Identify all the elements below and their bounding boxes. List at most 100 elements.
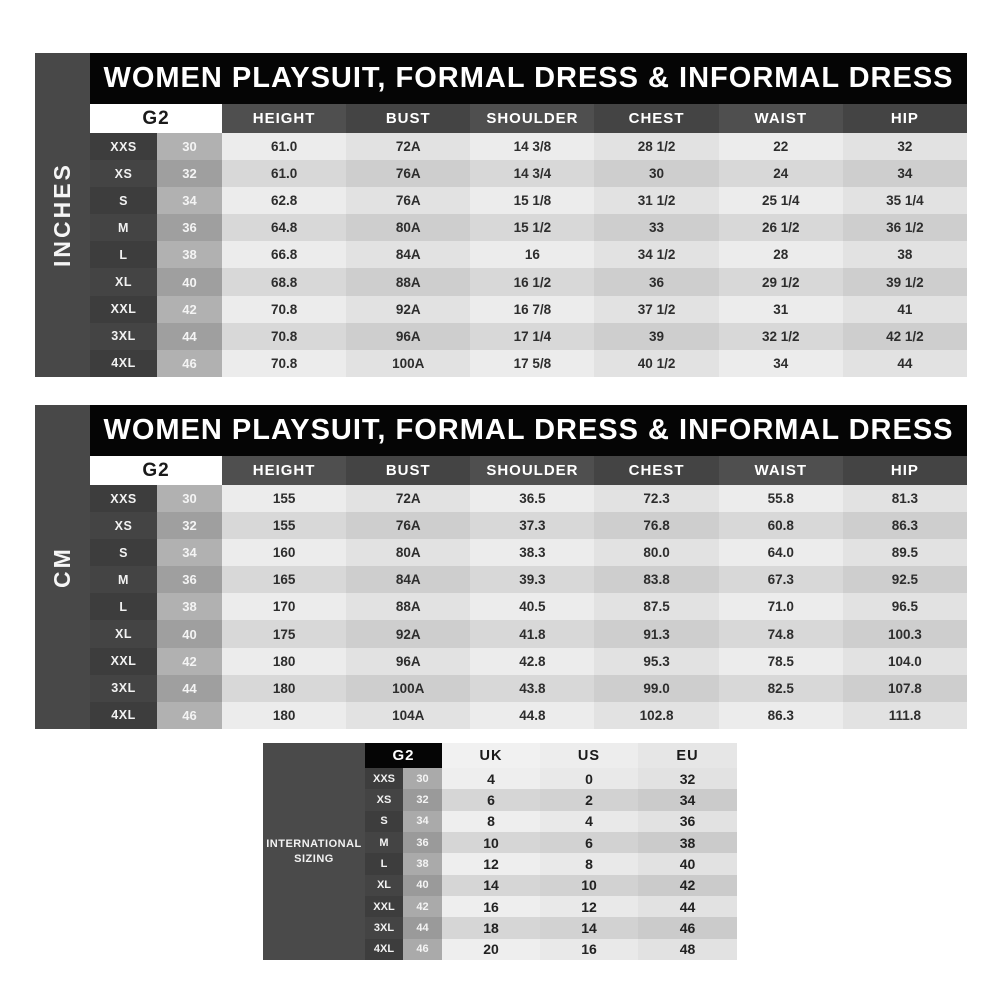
- value-cell: 180: [222, 647, 347, 675]
- value-cell: 41.8: [470, 620, 595, 648]
- g2-size-cell: 38: [157, 241, 222, 269]
- value-cell: 22: [718, 133, 843, 161]
- intl-column-header-uk: UK: [442, 743, 540, 768]
- value-cell: 15 1/2: [470, 214, 595, 242]
- unit-label-cm: CM: [35, 405, 90, 729]
- value-cell: 14 3/4: [470, 160, 595, 188]
- value-cell: 60.8: [718, 512, 843, 540]
- size-label-cell: XXL: [90, 647, 157, 675]
- g2-size-cell: 40: [157, 268, 222, 296]
- value-cell: 43.8: [470, 674, 595, 702]
- intl-value-cell: 6: [540, 832, 638, 854]
- intl-value-cell: 4: [442, 768, 540, 790]
- value-cell: 92.5: [842, 566, 967, 594]
- value-cell: 180: [222, 674, 347, 702]
- value-cell: 36: [594, 268, 719, 296]
- intl-value-cell: 8: [540, 853, 638, 875]
- value-cell: 32: [842, 133, 967, 161]
- value-cell: 84A: [346, 566, 471, 594]
- value-cell: 62.8: [222, 187, 347, 215]
- table-title-cm: WOMEN PLAYSUIT, FORMAL DRESS & INFORMAL …: [90, 405, 967, 456]
- inches-grid: G2 HEIGHT BUST SHOULDER CHEST WAIST HIP XXS 30 61…: [90, 104, 967, 377]
- size-label-cell: XL: [90, 620, 157, 648]
- value-cell: 84A: [346, 241, 471, 269]
- value-cell: 32 1/2: [718, 322, 843, 350]
- value-cell: 17 5/8: [470, 349, 595, 377]
- column-header-hip: HIP: [842, 456, 967, 485]
- intl-value-cell: 40: [638, 853, 737, 875]
- column-header-bust: BUST: [346, 456, 471, 485]
- value-cell: 37.3: [470, 512, 595, 540]
- value-cell: 104.0: [842, 647, 967, 675]
- intl-value-cell: 12: [540, 896, 638, 918]
- unit-label-inches: INCHES: [35, 53, 90, 377]
- value-cell: 107.8: [842, 674, 967, 702]
- size-label-cell: XS: [90, 160, 157, 188]
- intl-size-label-cell: XXL: [365, 896, 403, 918]
- value-cell: 92A: [346, 620, 471, 648]
- value-cell: 44: [842, 349, 967, 377]
- value-cell: 76.8: [594, 512, 719, 540]
- g2-header: G2: [90, 456, 222, 485]
- intl-value-cell: 44: [638, 896, 737, 918]
- column-header-chest: CHEST: [594, 456, 719, 485]
- column-header-bust: BUST: [346, 104, 471, 133]
- value-cell: 81.3: [842, 485, 967, 513]
- value-cell: 24: [718, 160, 843, 188]
- value-cell: 67.3: [718, 566, 843, 594]
- international-sizing-label: INTERNATIONAL SIZING: [263, 743, 365, 961]
- column-header-height: HEIGHT: [222, 456, 347, 485]
- value-cell: 34: [842, 160, 967, 188]
- value-cell: 100A: [346, 674, 471, 702]
- intl-size-label-cell: L: [365, 853, 403, 875]
- value-cell: 88A: [346, 268, 471, 296]
- value-cell: 91.3: [594, 620, 719, 648]
- value-cell: 39: [594, 322, 719, 350]
- column-header-chest: CHEST: [594, 104, 719, 133]
- value-cell: 30: [594, 160, 719, 188]
- value-cell: 100.3: [842, 620, 967, 648]
- g2-size-cell: 32: [157, 512, 222, 540]
- column-header-shoulder: SHOULDER: [470, 104, 595, 133]
- value-cell: 78.5: [718, 647, 843, 675]
- value-cell: 39 1/2: [842, 268, 967, 296]
- value-cell: 29 1/2: [718, 268, 843, 296]
- size-label-cell: 3XL: [90, 322, 157, 350]
- intl-g2-size-cell: 40: [403, 874, 442, 897]
- intl-value-cell: 18: [442, 917, 540, 939]
- size-label-cell: 4XL: [90, 701, 157, 729]
- value-cell: 170: [222, 593, 347, 621]
- cm-size-table: CM WOMEN PLAYSUIT, FORMAL DRESS & INFORM…: [35, 405, 967, 729]
- value-cell: 28: [718, 241, 843, 269]
- intl-g2-size-cell: 42: [403, 896, 442, 918]
- international-sizing-table: INTERNATIONAL SIZING G2 UK US EU XXS 30 4 0 32 X…: [263, 743, 737, 961]
- intl-value-cell: 46: [638, 917, 737, 939]
- g2-size-cell: 34: [157, 187, 222, 215]
- value-cell: 70.8: [222, 322, 347, 350]
- value-cell: 38: [842, 241, 967, 269]
- size-label-cell: L: [90, 593, 157, 621]
- value-cell: 96.5: [842, 593, 967, 621]
- intl-value-cell: 32: [638, 768, 737, 790]
- intl-value-cell: 8: [442, 810, 540, 833]
- intl-value-cell: 36: [638, 810, 737, 833]
- value-cell: 86.3: [718, 701, 843, 729]
- value-cell: 31: [718, 295, 843, 323]
- size-label-cell: XXS: [90, 133, 157, 161]
- inches-size-table: INCHES WOMEN PLAYSUIT, FORMAL DRESS & IN…: [35, 53, 967, 377]
- intl-value-cell: 42: [638, 874, 737, 897]
- intl-g2-size-cell: 34: [403, 810, 442, 833]
- value-cell: 16: [470, 241, 595, 269]
- value-cell: 155: [222, 512, 347, 540]
- value-cell: 64.0: [718, 539, 843, 567]
- value-cell: 70.8: [222, 295, 347, 323]
- value-cell: 86.3: [842, 512, 967, 540]
- g2-header: G2: [90, 104, 222, 133]
- value-cell: 71.0: [718, 593, 843, 621]
- g2-size-cell: 36: [157, 214, 222, 242]
- value-cell: 99.0: [594, 674, 719, 702]
- size-label-cell: XXS: [90, 485, 157, 513]
- value-cell: 76A: [346, 160, 471, 188]
- intl-value-cell: 12: [442, 853, 540, 875]
- value-cell: 70.8: [222, 349, 347, 377]
